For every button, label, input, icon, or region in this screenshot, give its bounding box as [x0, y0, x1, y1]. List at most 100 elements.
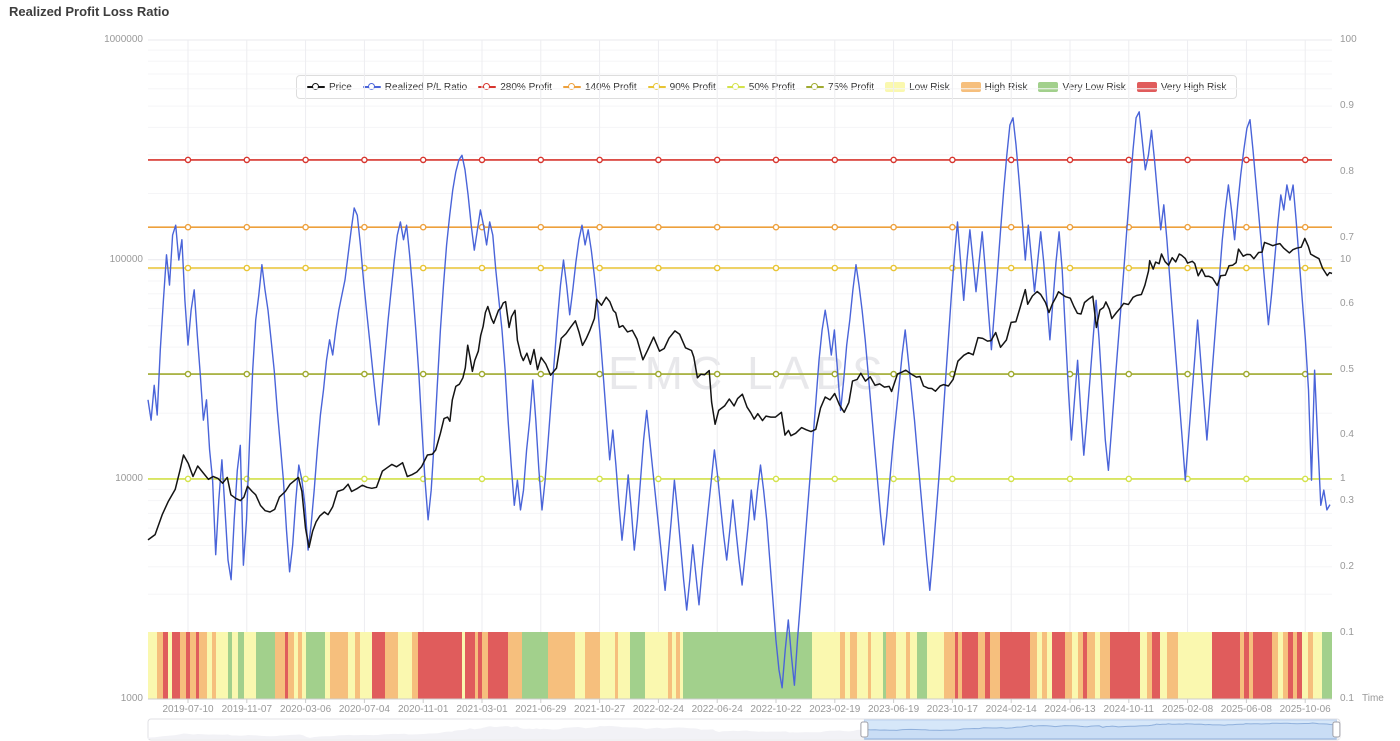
x-axis-tick-label: 2025-06-08: [1220, 704, 1272, 715]
risk-strip-segment: [1147, 632, 1152, 699]
y-axis-left-label: 10000: [115, 473, 143, 485]
legend-item-50-profit[interactable]: 50% Profit: [726, 81, 795, 93]
risk-strip-segment: [548, 632, 575, 699]
risk-strip-segment: [1100, 632, 1110, 699]
legend-item-label: Realized P/L Ratio: [384, 81, 468, 93]
risk-strip-segment: [1272, 632, 1278, 699]
risk-strip-segment: [398, 632, 412, 699]
risk-strip-segment: [190, 632, 196, 699]
risk-strip-segment: [1185, 632, 1212, 699]
risk-strip-segment: [1293, 632, 1297, 699]
navigator-handle-left: [860, 721, 869, 738]
legend-item-label: 75% Profit: [827, 81, 875, 93]
legend-item-very-low-risk[interactable]: Very Low Risk: [1038, 81, 1126, 93]
legend-marker-ring-icon: [367, 83, 375, 90]
risk-strip-segment: [355, 632, 360, 699]
risk-strip-segment: [1152, 632, 1160, 699]
risk-strip-segment: [1110, 632, 1140, 699]
legend-marker-ring-icon: [312, 83, 319, 90]
legend-item-very-high-risk[interactable]: Very High Risk: [1136, 81, 1227, 93]
risk-strip-segment: [600, 632, 615, 699]
risk-strip-segment: [1000, 632, 1030, 699]
price-line: [147, 237, 1333, 549]
risk-strip-segment: [294, 632, 298, 699]
risk-strip-segment: [418, 632, 462, 699]
legend-marker-icon: [1038, 82, 1059, 92]
risk-strip-segment: [958, 632, 962, 699]
risk-strip-segment: [978, 632, 985, 699]
risk-strip-segment: [148, 632, 157, 699]
legend-item-high-risk[interactable]: High Risk: [960, 81, 1028, 93]
risk-strip-segment: [306, 632, 325, 699]
legend-item-label: Low Risk: [909, 81, 950, 93]
legend-item-price[interactable]: Price: [307, 82, 352, 93]
x-axis-tick-label: 2024-10-11: [1103, 704, 1154, 715]
risk-strip-segment: [944, 632, 955, 699]
risk-strip-segment: [172, 632, 180, 699]
legend-item-label: Very High Risk: [1160, 81, 1227, 93]
risk-strip-segment: [288, 632, 294, 699]
legend-item-label: Price: [329, 81, 352, 93]
risk-strip-segment: [857, 632, 868, 699]
y-axis-right-log-label: 1: [1340, 473, 1346, 485]
y-axis-right-log-label: 10: [1340, 253, 1352, 265]
risk-strip-segment: [508, 632, 522, 699]
risk-strip-segment: [630, 632, 645, 699]
risk-strip-segment: [840, 632, 845, 699]
ratio-line: [147, 111, 1331, 689]
legend-item-label: 280% Profit: [500, 81, 552, 93]
risk-strip-segment: [478, 632, 482, 699]
legend-item-90-profit[interactable]: 90% Profit: [647, 82, 716, 93]
risk-strip-segment: [1313, 632, 1322, 699]
legend-item-label: High Risk: [984, 81, 1028, 93]
risk-strip-segment: [186, 632, 190, 699]
risk-strip-segment: [1037, 632, 1042, 699]
x-axis-tick-label: 2020-03-06: [280, 704, 332, 715]
y-axis-right-ratio-label: 0.4: [1340, 429, 1354, 441]
legend-marker-icon: [307, 83, 325, 90]
risk-strip-segment: [372, 632, 385, 699]
x-axis-tick-label: 2022-10-22: [750, 704, 802, 715]
risk-strip-segment: [385, 632, 398, 699]
risk-strip-segment: [330, 632, 348, 699]
legend-marker-icon: [1136, 82, 1157, 92]
risk-strip-segment: [1065, 632, 1072, 699]
risk-strip-segment: [1167, 632, 1178, 699]
risk-strip-segment: [672, 632, 676, 699]
risk-strip-segment: [910, 632, 917, 699]
legend-marker-icon: [362, 83, 381, 90]
risk-strip-segment: [180, 632, 186, 699]
risk-strip-segment: [1047, 632, 1052, 699]
x-axis-tick-label: 2022-06-24: [691, 704, 743, 715]
risk-strip-segment: [1253, 632, 1272, 699]
legend-item-realized-p-l-ratio[interactable]: Realized P/L Ratio: [362, 81, 468, 93]
legend-marker-icon: [726, 83, 745, 90]
y-axis-right-ratio-label: 0.9: [1340, 99, 1354, 111]
legend-item-280-profit[interactable]: 280% Profit: [478, 82, 552, 93]
legend-item-low-risk[interactable]: Low Risk: [885, 82, 950, 93]
x-axis-tick-label: 2020-07-04: [338, 704, 390, 715]
risk-strip-segment: [906, 632, 910, 699]
x-axis-tick-label: 2024-06-13: [1044, 704, 1096, 715]
legend-item-label: 50% Profit: [748, 81, 795, 93]
risk-strip-segment: [348, 632, 355, 699]
legend-marker-icon: [478, 83, 497, 90]
risk-strip-segment: [850, 632, 857, 699]
legend-marker-icon: [960, 82, 981, 92]
legend-item-140-profit[interactable]: 140% Profit: [562, 82, 637, 93]
risk-strip-segment: [1083, 632, 1087, 699]
risk-strip-segment: [917, 632, 927, 699]
x-axis-tick-label: 2021-06-29: [515, 704, 567, 715]
legend-item-label: Very Low Risk: [1062, 81, 1126, 93]
x-axis-tick-label: 2023-02-19: [809, 704, 861, 715]
y-axis-left-label: 1000000: [104, 34, 143, 45]
risk-strip-segment: [1322, 632, 1332, 699]
legend-item-75-profit[interactable]: 75% Profit: [805, 81, 875, 93]
risk-strip-segment: [668, 632, 672, 699]
risk-strip-segment: [1283, 632, 1288, 699]
legend-marker-icon: [885, 82, 906, 92]
risk-strip-segment: [302, 632, 306, 699]
risk-strip-segment: [212, 632, 216, 699]
risk-strip-segment: [1087, 632, 1095, 699]
